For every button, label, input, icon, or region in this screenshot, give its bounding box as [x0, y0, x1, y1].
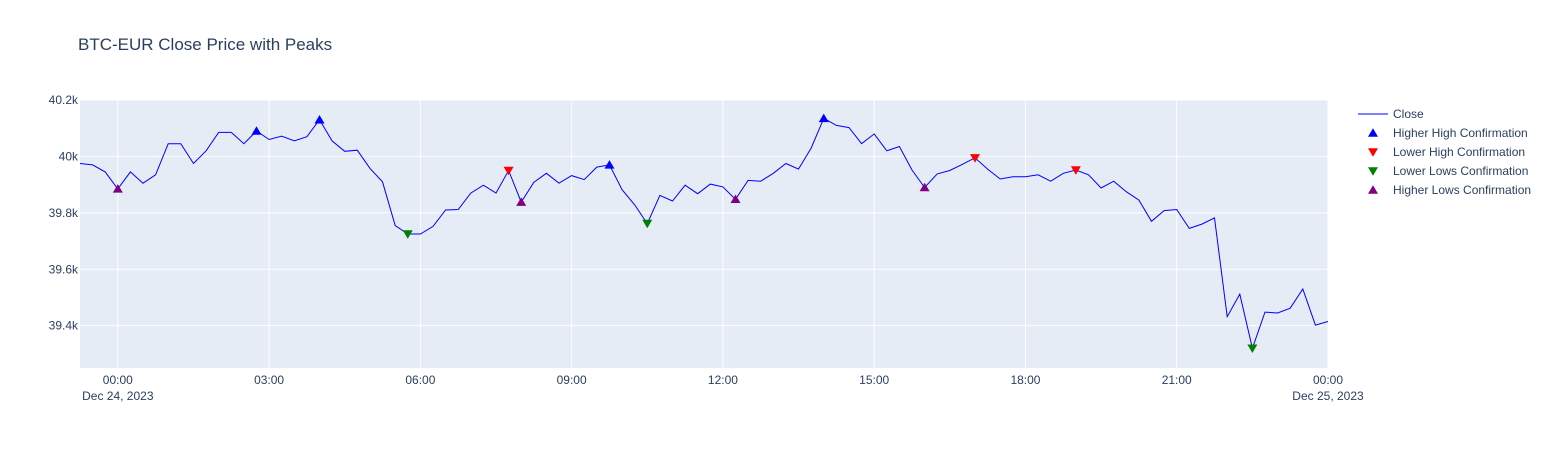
plot-area [80, 100, 1328, 368]
x-tick-label: 00:00 [1313, 373, 1343, 387]
lower-high-confirmation-marker [1070, 166, 1081, 175]
x-axis-ticks: 00:00 Dec 24, 2023 03:00 06:00 09:00 12:00 15:… [82, 373, 1364, 403]
legend-marker-swatch [1368, 148, 1378, 157]
higher-lows-confirmation-marker [919, 182, 930, 192]
higher-high-confirmation-marker [251, 126, 262, 135]
x-tick-sublabel: Dec 24, 2023 [82, 389, 154, 403]
legend-label: Higher High Confirmation [1393, 126, 1528, 140]
x-tick-label: 12:00 [708, 373, 738, 387]
chart-title: BTC-EUR Close Price with Peaks [78, 35, 332, 54]
markers [112, 113, 1258, 354]
higher-high-confirmation-marker [314, 114, 325, 124]
y-tick-label: 40.2k [49, 93, 79, 107]
y-tick-label: 39.6k [49, 262, 79, 276]
x-tick-label: 06:00 [405, 373, 435, 387]
y-axis-ticks: 39.4k 39.6k 39.8k 40k 40.2k [49, 93, 79, 333]
x-tick-label: 09:00 [557, 373, 587, 387]
legend-item-higher-lows-confirmation[interactable]: Higher Lows Confirmation [1368, 183, 1531, 197]
lower-high-confirmation-marker [503, 166, 514, 176]
y-tick-label: 39.4k [49, 319, 79, 333]
legend-item-lower-high-confirmation[interactable]: Lower High Confirmation [1368, 145, 1525, 159]
higher-lows-confirmation-marker [112, 184, 123, 193]
higher-high-confirmation-marker [604, 160, 615, 169]
lower-lows-confirmation-marker [402, 230, 413, 239]
legend-label: Higher Lows Confirmation [1393, 183, 1531, 197]
legend-item-lower-lows-confirmation[interactable]: Lower Lows Confirmation [1368, 164, 1528, 178]
x-tick-sublabel: Dec 25, 2023 [1292, 389, 1364, 403]
y-tick-label: 40k [59, 149, 79, 163]
higher-high-confirmation-marker [818, 113, 829, 123]
x-tick-label: 00:00 [103, 373, 133, 387]
x-tick-label: 21:00 [1162, 373, 1192, 387]
x-tick-label: 18:00 [1010, 373, 1040, 387]
legend-label: Lower Lows Confirmation [1393, 164, 1528, 178]
lower-lows-confirmation-marker [642, 219, 653, 229]
y-tick-label: 39.8k [49, 206, 79, 220]
close-line [79, 117, 1329, 351]
x-tick-label: 03:00 [254, 373, 284, 387]
higher-lows-confirmation-marker [730, 194, 741, 204]
lower-high-confirmation-marker [970, 154, 981, 163]
legend[interactable]: Close Higher High Confirmation Lower High … [1358, 107, 1531, 197]
legend-item-close[interactable]: Close [1358, 107, 1424, 121]
legend-marker-swatch [1368, 167, 1378, 176]
legend-marker-swatch [1368, 185, 1378, 194]
legend-marker-swatch [1368, 128, 1378, 137]
x-tick-label: 15:00 [859, 373, 889, 387]
legend-label: Lower High Confirmation [1393, 145, 1525, 159]
higher-lows-confirmation-marker [516, 197, 527, 206]
grid [80, 99, 1329, 368]
legend-label: Close [1393, 107, 1424, 121]
legend-item-higher-high-confirmation[interactable]: Higher High Confirmation [1368, 126, 1528, 140]
lower-lows-confirmation-marker [1247, 344, 1258, 354]
